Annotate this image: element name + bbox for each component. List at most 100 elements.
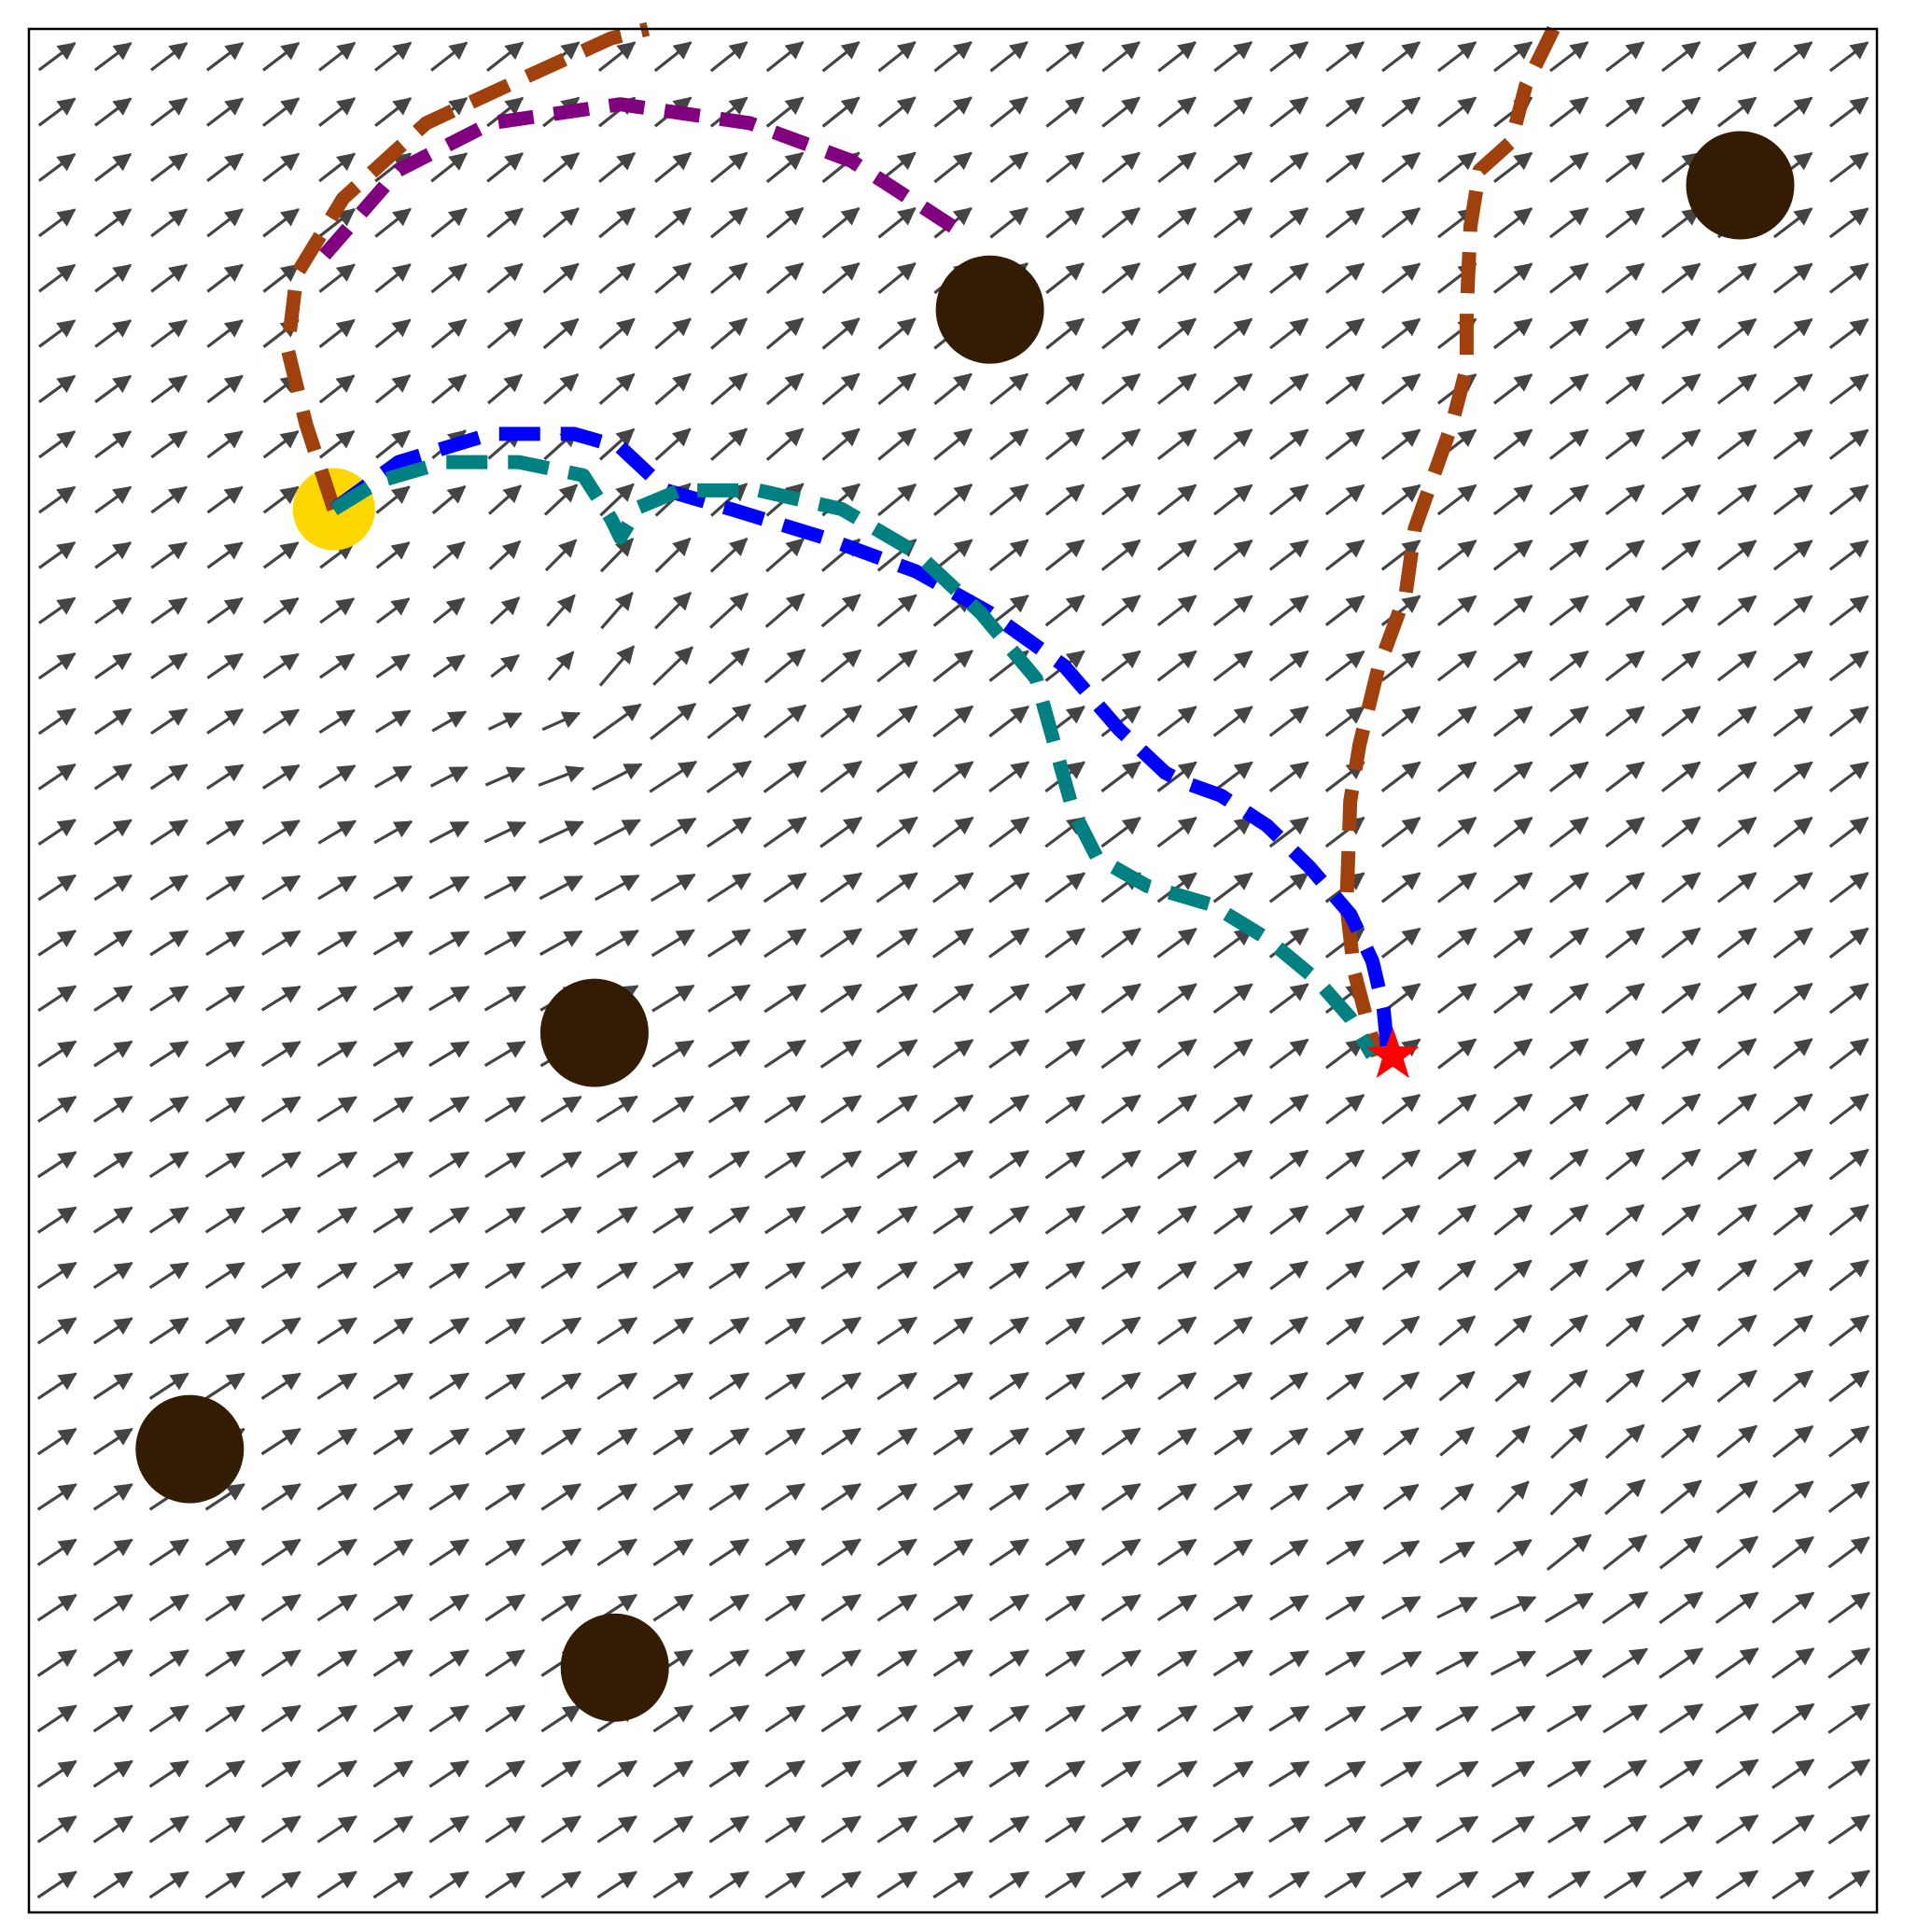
field-arrow <box>1716 41 1757 73</box>
field-arrow <box>1100 1593 1141 1622</box>
field-arrow <box>1382 1427 1420 1456</box>
field-arrow <box>1269 1205 1309 1236</box>
start-goal-markers <box>1365 1027 1420 1079</box>
field-arrow <box>1659 1814 1703 1844</box>
field-arrow <box>1268 761 1309 792</box>
field-arrow <box>932 705 974 738</box>
field-arrow <box>1604 761 1645 792</box>
field-arrow <box>653 151 693 184</box>
field-arrow <box>1156 539 1197 571</box>
field-arrow <box>1380 317 1421 350</box>
field-arrow <box>988 1759 1030 1788</box>
field-arrow <box>206 152 245 183</box>
field-arrow <box>819 649 862 683</box>
field-arrow <box>1715 1702 1759 1734</box>
field-arrow <box>652 1482 694 1511</box>
field-arrow <box>1715 1758 1759 1789</box>
field-arrow <box>149 874 189 902</box>
field-arrow <box>1100 816 1141 848</box>
field-arrow <box>318 152 357 183</box>
field-arrow <box>1771 1813 1815 1845</box>
field-arrow <box>1772 706 1813 737</box>
field-arrow <box>819 816 863 848</box>
field-arrow <box>150 430 188 459</box>
field-arrow <box>260 1483 301 1511</box>
field-arrow <box>1380 927 1421 959</box>
field-arrow <box>540 1427 582 1456</box>
field-arrow <box>483 820 527 844</box>
field-arrow <box>484 1759 525 1788</box>
field-arrow <box>1548 539 1589 571</box>
field-arrow <box>428 820 469 844</box>
field-arrow <box>1156 428 1197 461</box>
field-arrow <box>1660 706 1701 737</box>
field-arrow <box>650 702 697 740</box>
field-arrow <box>821 206 861 239</box>
field-arrow <box>539 875 584 901</box>
field-arrow <box>490 653 520 679</box>
field-arrow <box>148 1870 189 1899</box>
field-arrow <box>933 372 973 406</box>
field-arrow <box>318 429 356 459</box>
field-arrow <box>372 930 413 956</box>
field-arrow <box>374 374 412 404</box>
field-arrow <box>150 596 189 624</box>
field-arrow <box>1437 96 1477 128</box>
field-arrow <box>709 151 749 184</box>
field-arrow <box>989 41 1029 73</box>
field-arrow <box>1156 1038 1197 1070</box>
field-arrow <box>763 928 807 959</box>
field-arrow <box>1660 207 1701 239</box>
field-arrow <box>484 1483 526 1511</box>
field-arrow <box>484 1151 526 1179</box>
field-arrow <box>707 984 751 1014</box>
field-arrow <box>1827 1702 1871 1734</box>
field-arrow <box>1547 1759 1592 1788</box>
field-arrow <box>1269 1538 1309 1566</box>
field-arrow <box>149 41 189 72</box>
field-arrow <box>596 1261 638 1290</box>
field-arrow <box>819 1039 862 1069</box>
field-arrow <box>1213 1538 1253 1566</box>
field-arrow <box>1493 1204 1533 1236</box>
field-arrow <box>1267 1815 1310 1843</box>
trajectory-path-4 <box>329 427 1394 1047</box>
field-arrow <box>932 1649 973 1677</box>
field-arrow <box>820 1316 862 1345</box>
field-arrow <box>316 1096 357 1123</box>
field-arrow <box>374 764 413 789</box>
trajectory-path-2 <box>280 21 651 511</box>
field-arrow <box>148 1096 189 1123</box>
field-arrow <box>1380 650 1421 682</box>
field-arrow <box>708 1759 750 1788</box>
field-arrow <box>1492 317 1533 350</box>
field-arrow <box>148 1261 189 1290</box>
field-arrow <box>1044 1149 1085 1180</box>
field-arrow <box>539 1095 582 1123</box>
field-arrow <box>1044 1427 1085 1456</box>
field-arrow <box>931 761 974 793</box>
field-arrow <box>1548 761 1589 792</box>
field-arrow <box>1044 1815 1086 1843</box>
field-arrow <box>1660 982 1701 1015</box>
field-arrow <box>876 1815 918 1843</box>
field-arrow <box>92 1317 133 1345</box>
field-arrow <box>372 1372 414 1400</box>
field-arrow <box>148 1704 189 1733</box>
field-arrow <box>1604 982 1645 1015</box>
field-arrow <box>1828 595 1869 626</box>
field-arrow <box>1493 1259 1533 1292</box>
field-arrow <box>1044 1371 1085 1401</box>
field-arrow <box>150 319 189 348</box>
field-arrow <box>204 1814 245 1843</box>
field-arrow <box>932 1704 974 1733</box>
field-arrow <box>595 1095 638 1124</box>
field-arrow <box>262 152 301 183</box>
field-arrow <box>598 207 637 239</box>
field-arrow <box>1212 1094 1253 1125</box>
field-arrow <box>36 1759 77 1788</box>
field-arrow <box>260 1538 301 1567</box>
field-arrow <box>372 1206 414 1234</box>
field-arrow <box>93 42 133 72</box>
field-arrow <box>876 1704 918 1733</box>
